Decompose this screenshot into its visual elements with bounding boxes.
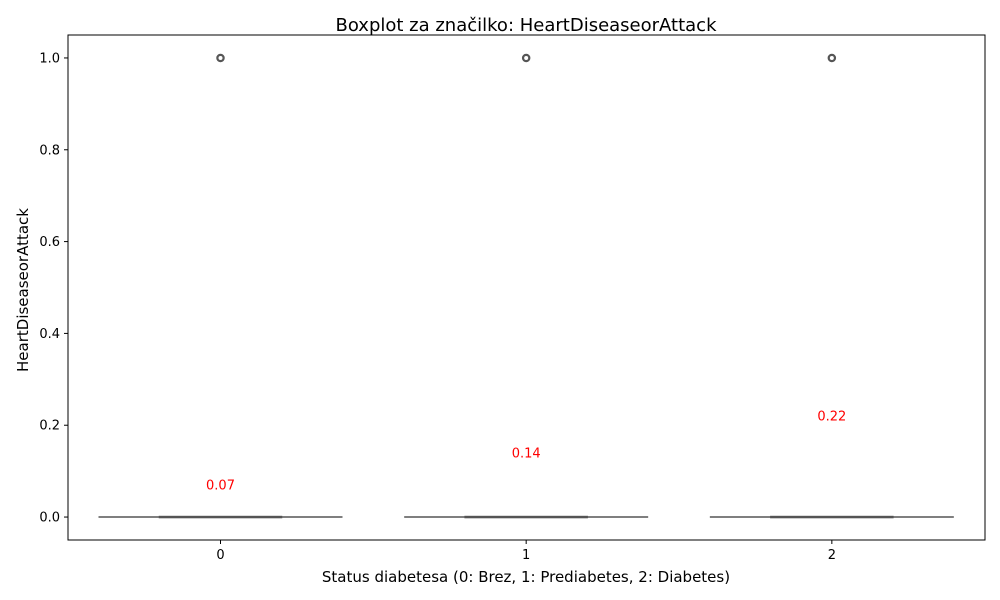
mean-label: 0.22 [817, 410, 846, 425]
plot-area: 0.07 0.14 0.22 [98, 53, 954, 519]
box-group-0: 0.07 [98, 53, 343, 519]
plot-frame [67, 34, 986, 541]
x-axis: 0 1 2 [216, 540, 836, 563]
box-group-2: 0.22 [709, 53, 954, 519]
outlier-point [827, 53, 837, 63]
mean-label: 0.07 [206, 478, 235, 493]
x-tick-label: 1 [522, 548, 530, 563]
outlier-point [521, 53, 531, 63]
y-tick-label: 0.8 [39, 143, 60, 158]
y-tick-label: 0.2 [39, 419, 60, 434]
chart-title: Boxplot za značilko: HeartDiseaseorAttac… [335, 15, 717, 36]
mean-label: 0.14 [512, 446, 541, 461]
x-tick-label: 2 [828, 548, 836, 563]
y-tick-label: 0.4 [39, 327, 60, 342]
x-axis-label: Status diabetesa (0: Brez, 1: Prediabete… [322, 568, 730, 586]
box-group-1: 0.14 [404, 53, 649, 519]
x-tick-label: 0 [216, 548, 224, 563]
y-tick-label: 1.0 [39, 51, 60, 66]
y-axis-label: HeartDiseaseorAttack [14, 208, 32, 372]
outlier-point [216, 53, 225, 63]
outlier-point-inner [828, 54, 835, 61]
outlier-point-inner [523, 54, 530, 61]
outlier-point-inner [217, 54, 224, 61]
y-axis: 0.0 0.2 0.4 0.6 0.8 1.0 [39, 51, 68, 526]
y-tick-label: 0.6 [39, 235, 60, 250]
y-tick-label: 0.0 [39, 511, 60, 526]
